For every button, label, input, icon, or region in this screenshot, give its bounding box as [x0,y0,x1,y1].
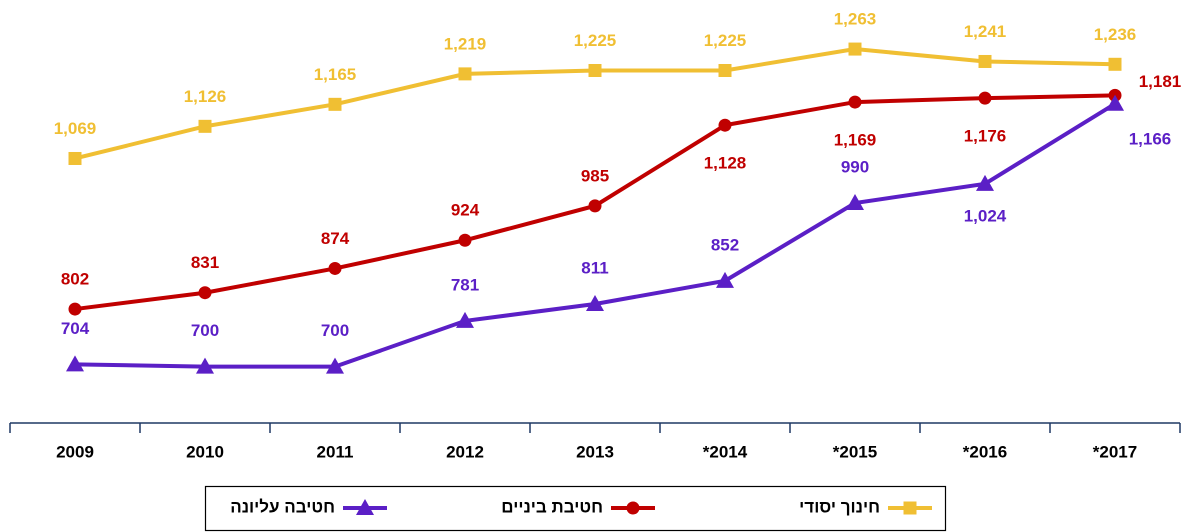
marker [328,97,342,111]
data-label: 1,166 [1129,129,1172,148]
data-label: 1,126 [184,87,227,106]
data-label: 924 [451,201,480,220]
marker [716,271,734,288]
marker [68,151,82,165]
x-tick-label: 2009 [56,442,94,461]
marker [458,233,472,247]
legend-label: חטיבה עליונה [230,497,335,516]
marker [718,64,732,77]
marker [978,91,992,105]
marker [66,355,84,372]
x-tick-label: 2012 [446,442,484,461]
marker [718,118,732,132]
data-label: 985 [581,166,609,185]
x-tick-label: *2017 [1093,442,1137,461]
data-label: 1,176 [964,127,1007,146]
marker [68,302,82,316]
marker [1108,57,1122,71]
data-label: 990 [841,158,869,177]
x-tick-label: 2011 [317,442,354,461]
marker [976,174,994,191]
x-tick-label: 2013 [576,442,614,461]
data-label: 704 [61,319,90,338]
data-label: 852 [711,235,739,254]
data-label: 1,225 [704,31,747,50]
marker [903,501,917,515]
data-label: 1,128 [704,154,747,173]
data-label: 700 [191,321,219,340]
data-label: 1,225 [574,31,617,50]
x-tick-label: 2010 [186,442,224,461]
marker [588,199,602,213]
data-label: 1,024 [964,206,1007,225]
marker [848,42,862,56]
data-label: 781 [451,275,479,294]
marker [848,95,862,109]
legend-box [204,485,947,532]
data-label: 802 [61,270,89,289]
x-tick-label: *2014 [703,442,748,461]
marker [328,261,342,275]
data-label: 1,236 [1094,25,1137,44]
data-label: 811 [581,258,608,277]
series-line [74,102,1117,369]
marker [456,311,474,328]
x-tick-label: *2016 [963,442,1007,461]
marker [588,64,602,77]
marker [586,294,604,311]
marker [198,286,212,300]
data-label: 1,069 [54,119,97,138]
data-label: 1,165 [314,65,357,84]
marker [196,357,214,374]
marker [458,67,472,81]
data-label: 831 [191,253,219,272]
data-label: 1,169 [834,131,877,150]
data-label: 700 [321,321,349,340]
data-label: 1,241 [964,22,1007,41]
legend-label: חטיבת ביניים [501,497,603,516]
data-label: 1,219 [444,34,487,53]
data-label: 1,181 [1139,72,1182,91]
data-label: 1,263 [834,10,877,29]
marker [1106,94,1124,111]
legend-label: חינוך יסודי [799,497,880,516]
marker [198,119,212,133]
marker [846,194,864,211]
x-tick-label: *2015 [833,442,877,461]
data-label: 874 [321,229,350,248]
marker [626,501,640,515]
marker [326,357,344,374]
marker [356,499,374,515]
marker [978,54,992,68]
